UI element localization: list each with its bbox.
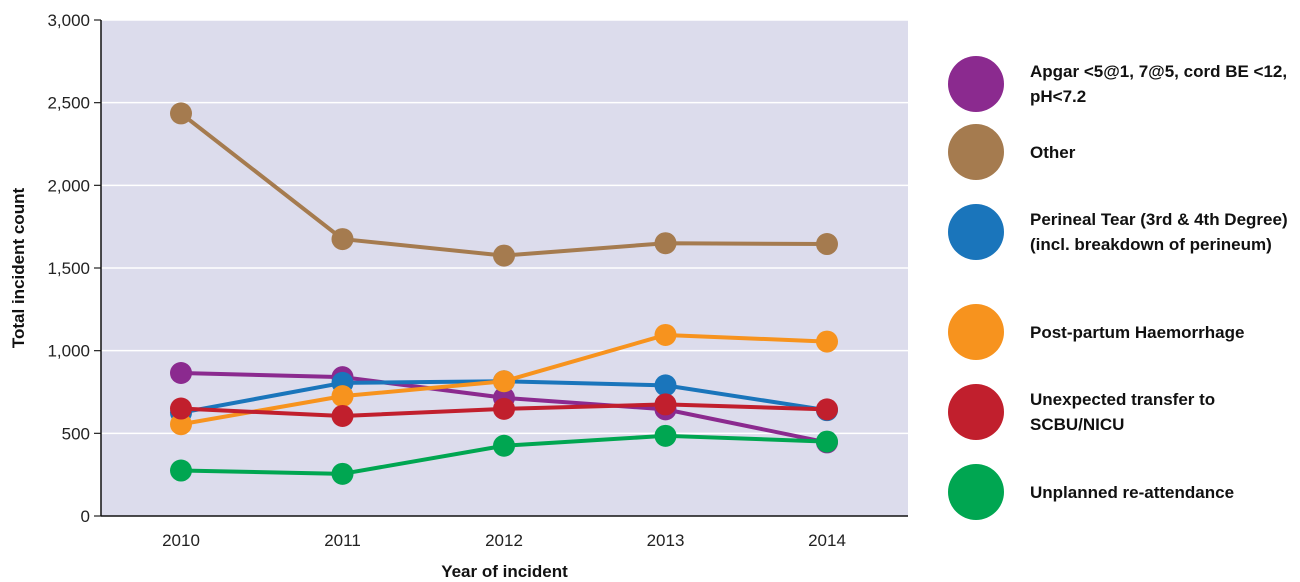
x-tick-labels: 2010 2011 2012 2013 2014 — [162, 531, 846, 550]
data-point — [170, 102, 192, 125]
data-point — [331, 228, 354, 251]
legend-label: Unplanned re-attendance — [1030, 482, 1235, 502]
y-tick-labels: 0 500 1,000 1,500 2,000 2,500 3,000 — [47, 11, 101, 526]
y-tick-label: 1,500 — [47, 259, 90, 278]
y-tick-label: 2,000 — [47, 176, 90, 195]
data-point — [816, 430, 838, 453]
data-point — [493, 434, 515, 457]
legend-swatch — [948, 304, 1004, 360]
legend-label: Post-partum Haemorrhage — [1030, 322, 1245, 342]
legend: Apgar <5@1, 7@5, cord BE <12, pH<7.2 Othe… — [948, 0, 1300, 582]
data-point — [493, 397, 515, 420]
gridlines — [101, 19, 908, 435]
legend-item: Post-partum Haemorrhage — [948, 304, 1292, 360]
data-point — [654, 393, 677, 416]
data-point — [170, 413, 192, 436]
data-point — [816, 330, 838, 353]
series-1 — [170, 102, 838, 267]
legend-label: Apgar <5@1, 7@5, cord BE <12, pH<7.2 — [1030, 62, 1288, 106]
legend-swatch — [948, 204, 1004, 260]
data-point — [170, 397, 192, 420]
data-point — [654, 424, 677, 447]
legend-swatch — [948, 464, 1004, 520]
legend-label: Perineal Tear (3rd & 4th Degree) (incl. … — [1030, 210, 1288, 254]
data-point — [170, 361, 192, 384]
legend-item: Unexpected transfer to SCBU/NICU — [948, 384, 1292, 440]
legend-item: Apgar <5@1, 7@5, cord BE <12, pH<7.2 — [948, 56, 1292, 112]
x-axis-title: Year of incident — [441, 562, 568, 581]
legend-swatch — [948, 384, 1004, 440]
legend-label: Unexpected transfer to SCBU/NICU — [1030, 390, 1216, 434]
y-tick-label: 1,000 — [47, 342, 90, 361]
legend-swatch — [948, 56, 1004, 112]
data-point — [493, 244, 515, 267]
legend-item: Perineal Tear (3rd & 4th Degree) (incl. … — [948, 204, 1292, 260]
legend-item: Unplanned re-attendance — [948, 464, 1292, 520]
data-point — [654, 323, 677, 346]
series-5 — [170, 424, 838, 485]
y-tick-label: 3,000 — [47, 11, 90, 30]
x-tick-label: 2010 — [162, 531, 200, 550]
data-point — [654, 374, 677, 397]
data-point — [493, 370, 515, 393]
series-4 — [170, 393, 838, 427]
y-axis-title: Total incident count — [9, 188, 28, 349]
data-point — [170, 459, 192, 482]
x-tick-label: 2011 — [324, 531, 361, 550]
data-point — [331, 385, 354, 408]
y-tick-label: 2,500 — [47, 94, 90, 113]
x-tick-label: 2012 — [485, 531, 523, 550]
x-tick-label: 2013 — [647, 531, 685, 550]
legend-item: Other — [948, 124, 1292, 180]
x-tick-label: 2014 — [808, 531, 846, 550]
legend-label: Other — [1030, 142, 1076, 162]
y-tick-label: 500 — [62, 424, 90, 443]
series-3 — [170, 323, 838, 436]
data-point — [331, 462, 354, 485]
legend-swatch — [948, 124, 1004, 180]
data-point — [331, 404, 354, 427]
data-point — [654, 232, 677, 255]
data-point — [816, 233, 838, 256]
data-point — [816, 398, 838, 421]
series-group — [170, 102, 838, 485]
y-tick-label: 0 — [81, 507, 90, 526]
